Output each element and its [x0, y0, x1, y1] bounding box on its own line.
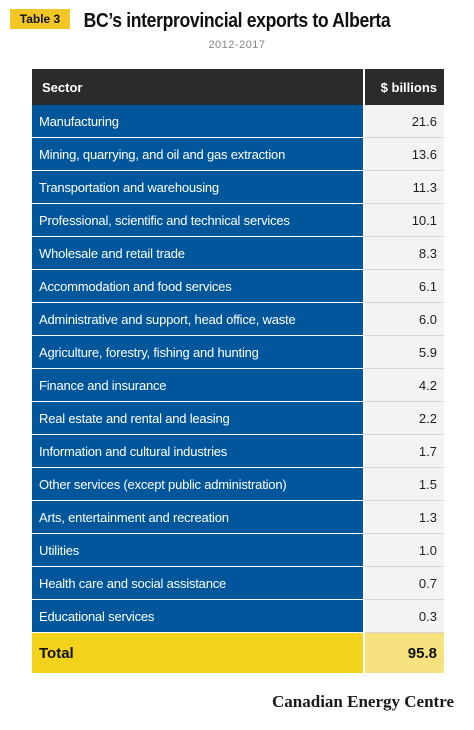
value-cell: 1.3 — [363, 500, 444, 534]
sector-cell: Professional, scientific and technical s… — [32, 203, 364, 237]
value-cell: 6.0 — [363, 302, 444, 336]
sector-cell: Administrative and support, head office,… — [32, 302, 364, 336]
sector-cell: Mining, quarrying, and oil and gas extra… — [32, 137, 364, 171]
sector-cell: Agriculture, forestry, fishing and hunti… — [32, 335, 364, 369]
total-row: Total 95.8 — [32, 632, 444, 673]
column-header-sector: Sector — [32, 69, 364, 105]
value-cell: 11.3 — [363, 170, 444, 204]
table-row: Arts, entertainment and recreation 1.3 — [32, 500, 444, 534]
value-cell: 21.6 — [363, 105, 444, 138]
sector-cell: Manufacturing — [32, 105, 364, 138]
table-row: Educational services 0.3 — [32, 599, 444, 633]
table-row: Information and cultural industries 1.7 — [32, 434, 444, 468]
value-cell: 2.2 — [363, 401, 444, 435]
value-cell: 0.7 — [363, 566, 444, 600]
sector-cell: Health care and social assistance — [32, 566, 364, 600]
value-cell: 8.3 — [363, 236, 444, 270]
sector-cell: Other services (except public administra… — [32, 467, 364, 501]
table-row: Mining, quarrying, and oil and gas extra… — [32, 137, 444, 171]
table-row: Real estate and rental and leasing 2.2 — [32, 401, 444, 435]
brand-logo-text: Canadian Energy Centre — [272, 692, 454, 711]
value-cell: 6.1 — [363, 269, 444, 303]
table-row: Manufacturing 21.6 — [32, 105, 444, 138]
sector-cell: Educational services — [32, 599, 364, 633]
sector-cell: Wholesale and retail trade — [32, 236, 364, 270]
table-row: Finance and insurance 4.2 — [32, 368, 444, 402]
sector-cell: Information and cultural industries — [32, 434, 364, 468]
table-row: Wholesale and retail trade 8.3 — [32, 236, 444, 270]
table-row: Utilities 1.0 — [32, 533, 444, 567]
value-cell: 10.1 — [363, 203, 444, 237]
sector-cell: Arts, entertainment and recreation — [32, 500, 364, 534]
table-number-badge: Table 3 — [10, 9, 70, 29]
table-title: BC’s interprovincial exports to Alberta — [83, 10, 391, 32]
value-cell: 13.6 — [363, 137, 444, 171]
sector-cell: Utilities — [32, 533, 364, 567]
table-row: Health care and social assistance 0.7 — [32, 566, 444, 600]
value-cell: 1.7 — [363, 434, 444, 468]
value-cell: 5.9 — [363, 335, 444, 369]
sector-cell: Transportation and warehousing — [32, 170, 364, 204]
value-cell: 1.5 — [363, 467, 444, 501]
value-cell: 4.2 — [363, 368, 444, 402]
total-label: Total — [32, 632, 364, 673]
value-cell: 0.3 — [363, 599, 444, 633]
column-header-value: $ billions — [363, 69, 444, 105]
table-row: Other services (except public administra… — [32, 467, 444, 501]
sector-cell: Real estate and rental and leasing — [32, 401, 364, 435]
table-row: Administrative and support, head office,… — [32, 302, 444, 336]
table-row: Professional, scientific and technical s… — [32, 203, 444, 237]
exports-table: Sector $ billions Manufacturing 21.6 Minin… — [32, 69, 444, 673]
total-value: 95.8 — [363, 632, 444, 673]
table-row: Agriculture, forestry, fishing and hunti… — [32, 335, 444, 369]
value-cell: 1.0 — [363, 533, 444, 567]
table-row: Transportation and warehousing 11.3 — [32, 170, 444, 204]
table-subtitle: 2012-2017 — [208, 39, 266, 51]
sector-cell: Finance and insurance — [32, 368, 364, 402]
sector-cell: Accommodation and food services — [32, 269, 364, 303]
table-row: Accommodation and food services 6.1 — [32, 269, 444, 303]
header-row: Sector $ billions — [32, 69, 444, 105]
